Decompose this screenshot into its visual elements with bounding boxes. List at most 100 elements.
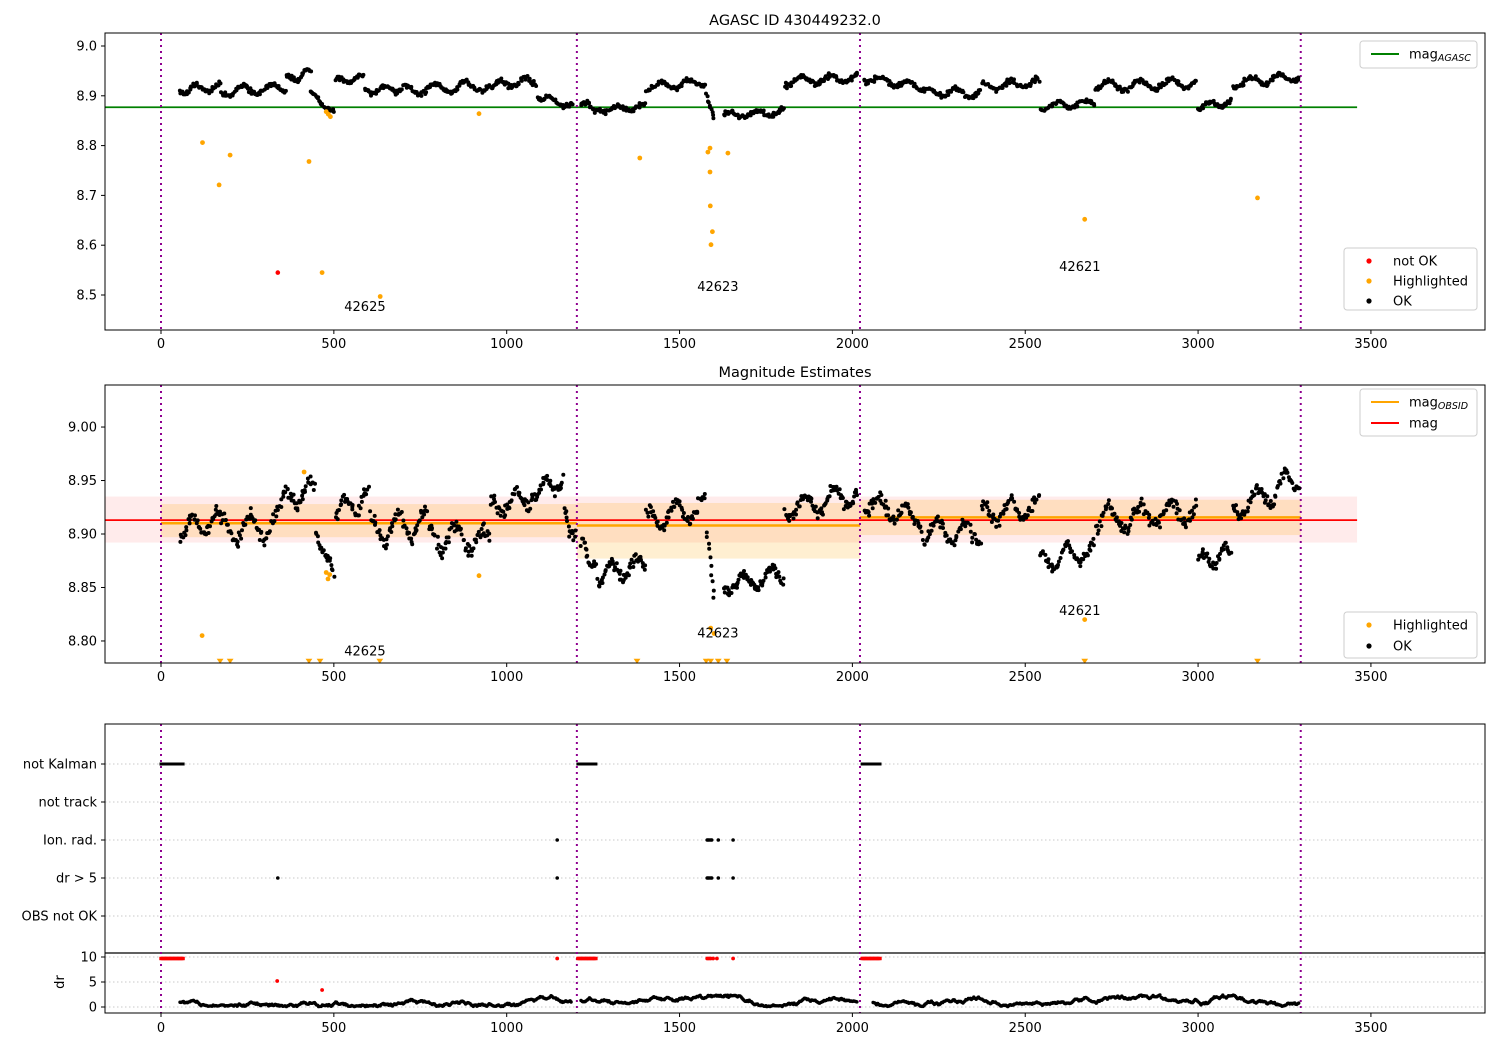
- annotation-obsid: 42623: [697, 280, 738, 295]
- not-ok-scatter: [275, 270, 281, 275]
- plot-title: AGASC ID 430449232.0: [709, 13, 881, 29]
- annotation-obsid: 42625: [344, 645, 385, 660]
- x-tick-label: 2500: [1009, 337, 1042, 352]
- legend-label: not OK: [1393, 255, 1438, 270]
- x-tick-label: 2500: [1009, 670, 1042, 685]
- x-tick-label: 1500: [663, 1021, 696, 1036]
- obsid-err-band-2: [576, 502, 860, 559]
- x-tick-label: 2000: [836, 670, 869, 685]
- legend-dot-sample: [1366, 278, 1372, 284]
- x-tick-label: 3000: [1182, 670, 1215, 685]
- axes-frame: [104, 723, 1486, 1014]
- legend-label: magOBSID: [1409, 396, 1468, 413]
- flag-row-label: OBS not OK: [22, 910, 98, 925]
- x-axis: 0 500 1000 1500 2000 2500 3000 3500: [157, 663, 1387, 685]
- clipped-marker: [376, 658, 384, 664]
- y-tick-label: 8.7: [76, 189, 97, 204]
- annotation-obsid: 42621: [1059, 260, 1100, 275]
- x-tick-label: 2500: [1009, 1021, 1042, 1036]
- y-tick-label: 8.9: [76, 89, 97, 104]
- dr-clipped-red-markers: [159, 956, 882, 992]
- dr-axis-label: dr: [53, 975, 68, 989]
- y-axis: not Kalman not track Ion. rad. dr > 5 OBS no…: [22, 758, 105, 1016]
- clipped-marker: [216, 658, 224, 664]
- x-tick-label: 3500: [1354, 670, 1387, 685]
- legend-label: Highlighted: [1393, 619, 1468, 634]
- x-tick-label: 1500: [663, 670, 696, 685]
- clipped-marker: [305, 658, 313, 664]
- ok-scatter: [178, 466, 1302, 600]
- y-tick-label: 8.8: [76, 139, 97, 154]
- annotation-obsid: 42625: [344, 300, 385, 315]
- plot-title: Magnitude Estimates: [718, 365, 871, 381]
- not-kalman-markers: [159, 762, 882, 766]
- x-tick-label: 2000: [836, 337, 869, 352]
- x-tick-label: 1000: [490, 670, 523, 685]
- legend-dot-sample: [1366, 258, 1372, 264]
- legend-box: [1359, 388, 1478, 437]
- dr-tick-label: 10: [80, 951, 97, 966]
- flag-row-label: not Kalman: [23, 758, 97, 773]
- clipped-marker: [633, 658, 641, 664]
- x-tick-label: 0: [157, 1021, 165, 1036]
- legend-label: magAGASC: [1409, 48, 1471, 65]
- y-tick-label: 8.5: [76, 288, 97, 303]
- x-tick-label: 3500: [1354, 337, 1387, 352]
- dr-tick-label: 0: [89, 1001, 97, 1016]
- legend[interactable]: magOBSID mag: [1359, 388, 1478, 437]
- x-tick-label: 0: [157, 670, 165, 685]
- annotation-obsid: 42623: [697, 626, 738, 641]
- ok-scatter: [177, 67, 1301, 121]
- y-tick-label: 8.95: [68, 474, 97, 489]
- legend[interactable]: magAGASC: [1359, 40, 1478, 69]
- dr-gt5-markers: [276, 876, 735, 880]
- clipped-marker: [316, 658, 324, 664]
- legend-box: [1359, 40, 1478, 69]
- clipped-marker: [707, 658, 715, 664]
- plot-quality-flags: not Kalman not track Ion. rad. dr > 5 OBS no…: [22, 723, 1486, 1036]
- y-axis: 9.00 8.95 8.90 8.85 8.80: [68, 421, 105, 649]
- axes-frame: [104, 32, 1486, 331]
- x-tick-label: 1000: [490, 337, 523, 352]
- legend-label: OK: [1393, 295, 1412, 310]
- x-tick-label: 500: [321, 670, 346, 685]
- x-axis: 0 500 1000 1500 2000 2500 3000 3500: [157, 1013, 1387, 1036]
- clipped-marker: [1081, 658, 1089, 664]
- x-tick-label: 1500: [663, 337, 696, 352]
- ion-rad-markers: [555, 838, 735, 842]
- flag-row-label: Ion. rad.: [43, 834, 97, 849]
- legend-label: OK: [1393, 640, 1412, 655]
- y-tick-label: 8.6: [76, 239, 97, 254]
- flag-row-label: not track: [38, 796, 97, 811]
- x-tick-label: 500: [321, 1021, 346, 1036]
- x-tick-label: 2000: [836, 1021, 869, 1036]
- axes-frame: [104, 384, 1486, 664]
- legend[interactable]: Highlighted OK: [1343, 611, 1478, 659]
- plot-mags-vs-agasc: 42625 42623 42621 0 500 1000 1500 2000 2500 3000 3…: [76, 13, 1486, 352]
- clipped-marker: [702, 658, 710, 664]
- legend[interactable]: not OK Highlighted OK: [1343, 247, 1478, 311]
- y-tick-label: 8.80: [68, 634, 97, 649]
- x-tick-label: 3500: [1354, 1021, 1387, 1036]
- highlighted-scatter: [200, 109, 1260, 299]
- legend-label: Highlighted: [1393, 275, 1468, 290]
- legend-dot-sample: [1366, 622, 1372, 628]
- y-tick-label: 8.90: [68, 528, 97, 543]
- legend-dot-sample: [1366, 298, 1372, 304]
- clipped-marker: [1254, 658, 1261, 664]
- x-tick-label: 3000: [1182, 1021, 1215, 1036]
- y-tick-label: 9.00: [68, 421, 97, 436]
- x-axis: 0 500 1000 1500 2000 2500 3000 3500: [157, 330, 1387, 352]
- x-tick-label: 3000: [1182, 337, 1215, 352]
- legend-box: [1343, 247, 1478, 311]
- x-tick-label: 1000: [490, 1021, 523, 1036]
- y-axis: 9.0 8.9 8.8 8.7 8.6 8.5: [76, 39, 105, 303]
- y-tick-label: 8.85: [68, 581, 97, 596]
- dr-scatter: [178, 993, 1301, 1009]
- legend-box: [1343, 611, 1478, 659]
- plot-magnitude-estimates: 42625 42623 42621 0 500 1000 1500 2000 2500 3000 3…: [68, 365, 1486, 685]
- x-tick-label: 0: [157, 337, 165, 352]
- annotation-obsid: 42621: [1059, 604, 1100, 619]
